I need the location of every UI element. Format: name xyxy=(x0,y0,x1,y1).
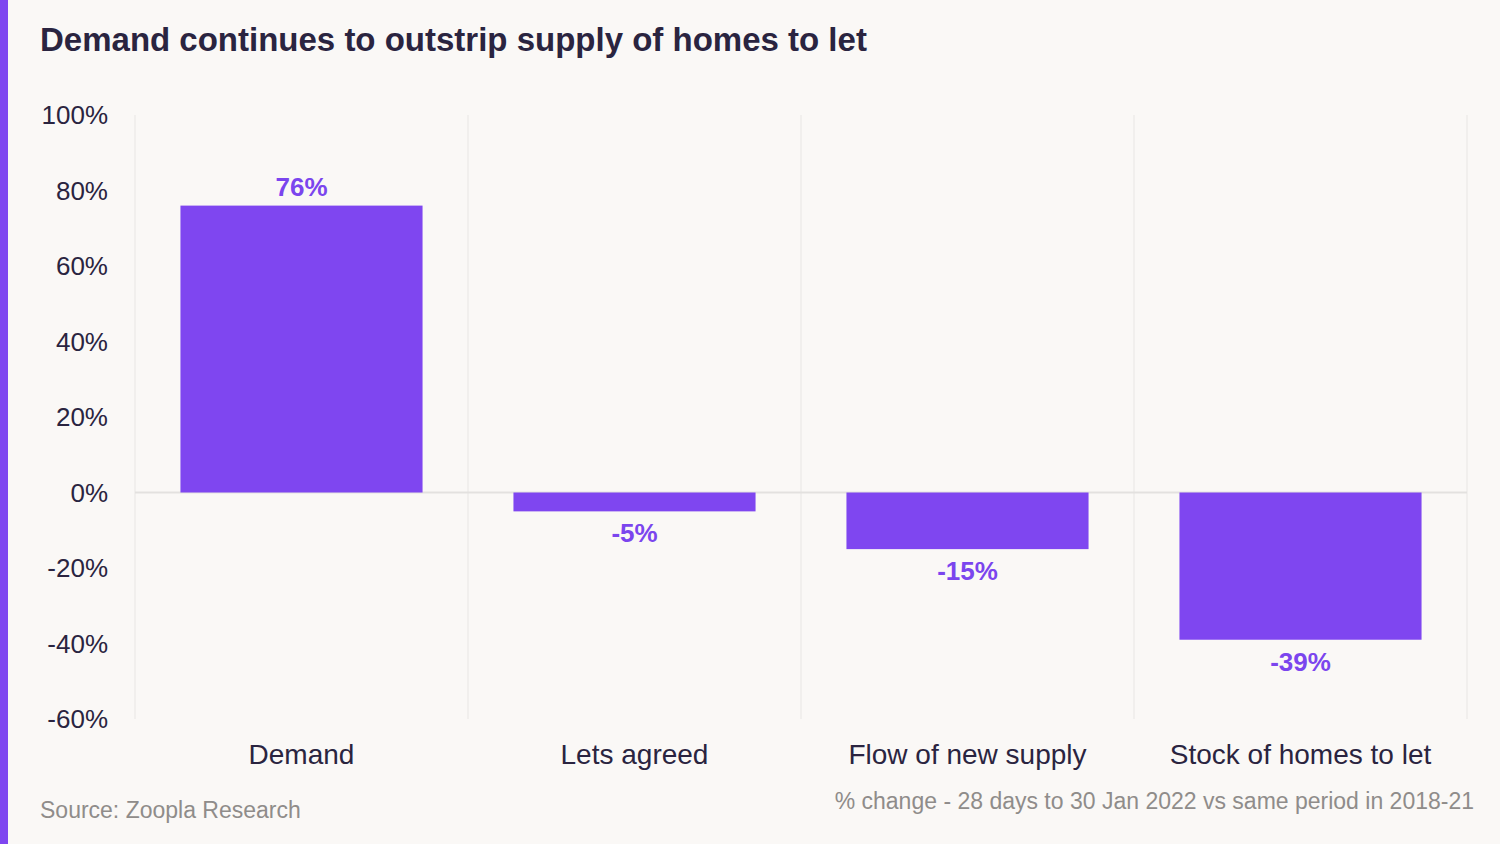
x-tick-label: Demand xyxy=(249,739,355,770)
y-tick-label: 60% xyxy=(56,251,108,281)
bar xyxy=(1179,493,1421,640)
y-tick-label: 20% xyxy=(56,402,108,432)
grid-line xyxy=(801,115,802,719)
y-tick-label: -40% xyxy=(47,629,108,659)
grid-line xyxy=(135,115,136,719)
title: Demand continues to outstrip supply of h… xyxy=(40,21,867,58)
bars xyxy=(180,206,1421,640)
chart: Demand continues to outstrip supply of h… xyxy=(0,0,1500,844)
bar xyxy=(513,493,755,512)
grid-line xyxy=(1467,115,1468,719)
x-tick-label: Lets agreed xyxy=(561,739,709,770)
x-tick-label: Flow of new supply xyxy=(848,739,1086,770)
source: Source: Zoopla Research xyxy=(40,797,301,823)
data-label: 76% xyxy=(275,172,327,202)
y-tick-label: 100% xyxy=(42,100,109,130)
data-label: -15% xyxy=(937,556,998,586)
grid-line xyxy=(1134,115,1135,719)
grid-line xyxy=(468,115,469,719)
data-label: -39% xyxy=(1270,647,1331,677)
y-tick-label: -20% xyxy=(47,553,108,583)
accent-stripe xyxy=(0,0,8,844)
y-tick-label: 0% xyxy=(70,478,108,508)
x-tick-label: Stock of homes to let xyxy=(1170,739,1432,770)
background xyxy=(0,0,1500,844)
y-tick-label: 80% xyxy=(56,176,108,206)
data-label: -5% xyxy=(611,518,657,548)
y-tick-label: -60% xyxy=(47,704,108,734)
note: % change - 28 days to 30 Jan 2022 vs sam… xyxy=(835,788,1474,814)
bar xyxy=(846,493,1088,550)
bar xyxy=(180,206,422,493)
y-tick-label: 40% xyxy=(56,327,108,357)
